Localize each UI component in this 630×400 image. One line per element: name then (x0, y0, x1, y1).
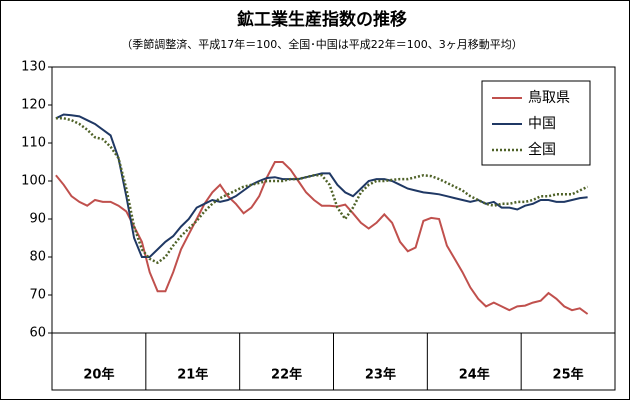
x-group-label: 25年 (553, 367, 584, 383)
x-group-label: 21年 (177, 367, 208, 383)
x-group-label: 20年 (83, 367, 114, 383)
series-line (55, 161, 589, 315)
chart-subtitle: （季節調整済、平成17年＝100、全国･中国は平成22年＝100、3ヶ月移動平均… (121, 37, 522, 51)
legend-label: 鳥取県 (528, 90, 570, 106)
series-line (55, 117, 589, 265)
x-group-label: 24年 (459, 367, 490, 383)
y-tick-label: 80 (29, 250, 46, 265)
legend-label: 全国 (528, 141, 556, 158)
y-tick-label: 90 (29, 212, 46, 227)
chart-title: 鉱工業生産指数の推移 (237, 9, 407, 30)
x-group-label: 22年 (271, 367, 302, 383)
y-tick-label: 100 (21, 174, 46, 189)
y-tick-label: 110 (21, 136, 46, 151)
y-tick-label: 130 (21, 60, 46, 75)
y-tick-label: 120 (21, 98, 46, 113)
y-tick-label: 70 (29, 288, 46, 303)
legend-label: 中国 (528, 116, 556, 132)
x-group-label: 23年 (365, 367, 396, 383)
y-tick-label: 60 (29, 326, 46, 341)
